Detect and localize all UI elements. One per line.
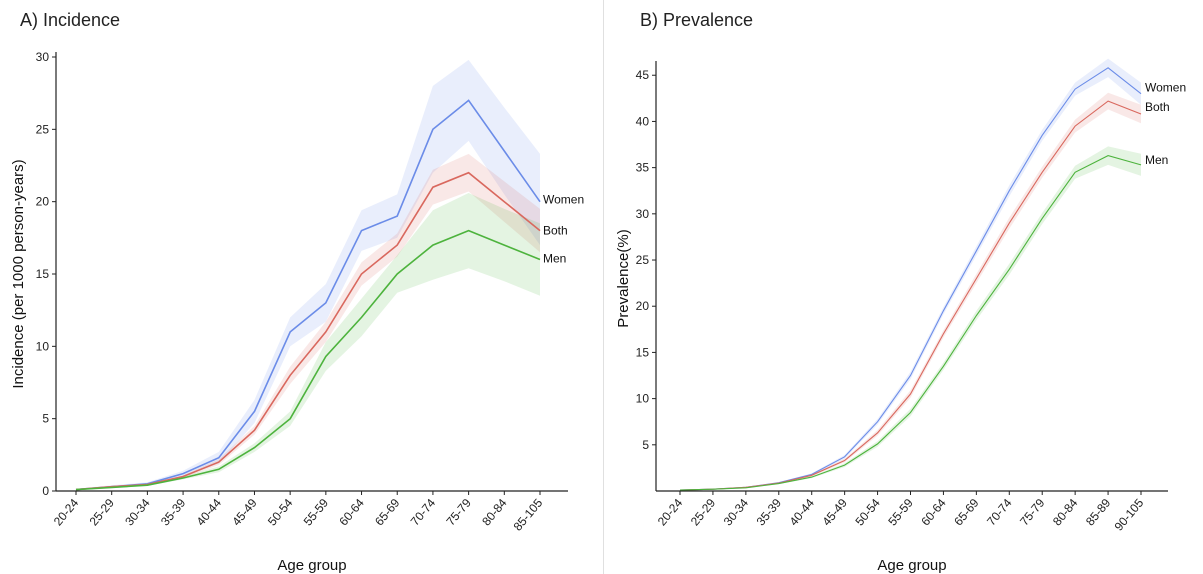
y-tick-label: 5: [642, 438, 649, 452]
x-tick-label: 80-84: [1050, 496, 1081, 529]
y-tick-label: 20: [636, 299, 650, 313]
prevalence-title: B) Prevalence: [640, 10, 754, 30]
x-tick-label: 35-39: [158, 496, 189, 529]
ci-band-women: [76, 59, 540, 491]
y-tick-label: 20: [36, 195, 50, 209]
ci-band-men: [76, 193, 540, 490]
x-tick-label: 65-69: [372, 496, 403, 529]
y-tick-label: 30: [636, 207, 650, 221]
x-tick-label: 80-84: [479, 496, 510, 529]
series-label-both: Both: [1145, 100, 1170, 114]
y-tick-label: 10: [36, 339, 50, 353]
y-tick-label: 25: [636, 253, 650, 267]
x-tick-label: 20-24: [51, 496, 82, 529]
prevalence-panel: B) Prevalence Women Both Men 5 10 15 20 25 30 35 4…: [603, 0, 1203, 574]
y-tick-label: 5: [42, 412, 49, 426]
series-line-both: [75, 171, 541, 491]
y-tick-label: 40: [636, 114, 650, 128]
x-tick-label: 35-39: [754, 496, 785, 529]
x-tick-label: 60-64: [918, 496, 949, 529]
x-tick-label: 55-59: [885, 496, 916, 529]
x-tick-label: 30-34: [721, 496, 752, 529]
series-label-women: Women: [1145, 81, 1186, 95]
x-tick-label: 70-74: [984, 496, 1015, 529]
x-tick-label: 65-69: [951, 496, 982, 529]
series-line-men: [75, 229, 541, 491]
y-tick-label: 0: [42, 484, 49, 498]
x-tick-label: 50-54: [852, 496, 883, 529]
ci-band-women: [680, 58, 1141, 491]
series-label-men: Men: [1145, 153, 1168, 167]
x-tick-label: 20-24: [655, 496, 686, 529]
x-axis-title: Age group: [877, 557, 946, 574]
series-label-both: Both: [543, 224, 568, 238]
x-axis-title: Age group: [277, 557, 346, 574]
x-tick-label: 30-34: [122, 496, 153, 529]
incidence-chart: Women Both Men 0 5 10 15 20 25 30 20-24 25-29 30-34 3…: [10, 50, 584, 574]
y-tick-label: 25: [36, 122, 50, 136]
series-line-women: [75, 99, 541, 491]
x-tick-label: 90-105: [1112, 496, 1147, 534]
x-tick-label: 40-44: [787, 496, 818, 529]
y-tick-label: 15: [636, 345, 650, 359]
x-tick-label: 85-105: [511, 496, 546, 534]
y-tick-label: 35: [636, 161, 650, 175]
x-tick-label: 45-49: [819, 496, 850, 529]
x-tick-label: 55-59: [301, 496, 332, 529]
x-tick-label: 40-44: [194, 496, 225, 529]
series-label-men: Men: [543, 252, 566, 266]
y-tick-label: 45: [636, 68, 650, 82]
x-tick-label: 25-29: [688, 496, 719, 529]
ci-band-both: [76, 153, 540, 490]
y-axis-title: Incidence (per 1000 person-years): [10, 159, 27, 388]
x-tick-label: 75-79: [1017, 496, 1048, 529]
ci-band-men: [680, 146, 1141, 491]
incidence-title: A) Incidence: [20, 10, 121, 30]
x-tick-label: 60-64: [336, 496, 367, 529]
panel-divider: [603, 0, 604, 574]
series-line-men: [679, 155, 1142, 491]
x-tick-label: 85-89: [1083, 496, 1114, 529]
x-tick-label: 75-79: [443, 496, 474, 529]
y-tick-label: 15: [36, 267, 50, 281]
y-tick-label: 10: [636, 392, 650, 406]
series-line-both: [679, 100, 1142, 491]
x-tick-label: 70-74: [408, 496, 439, 529]
ci-band-both: [680, 92, 1141, 491]
incidence-panel: A) Incidence Women Both Men 0 5 10 15 20 25 30 20-…: [0, 0, 600, 574]
x-tick-label: 25-29: [87, 496, 118, 529]
x-tick-label: 45-49: [229, 496, 260, 529]
x-tick-label: 50-54: [265, 496, 296, 529]
y-axis-title: Prevalence(%): [615, 229, 632, 327]
y-tick-label: 30: [36, 50, 50, 64]
series-label-women: Women: [543, 193, 584, 207]
